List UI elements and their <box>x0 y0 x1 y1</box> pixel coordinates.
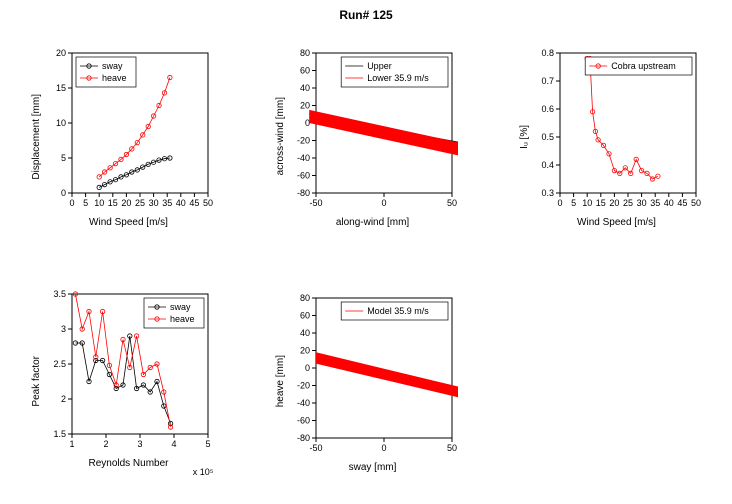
panel-across-along: across-wind [mm]-50050-80-60-40-20020406… <box>252 24 480 249</box>
svg-text:0: 0 <box>557 198 562 208</box>
svg-text:0: 0 <box>381 198 386 208</box>
svg-text:15: 15 <box>595 198 605 208</box>
svg-text:35: 35 <box>650 198 660 208</box>
y-axis-label: Iᵤ [%] <box>519 125 530 149</box>
svg-text:20: 20 <box>299 101 309 111</box>
svg-text:Cobra upstream: Cobra upstream <box>611 61 676 71</box>
panel-displacement: Displacement [mm]05101520253035404550051… <box>8 24 236 249</box>
panel-iu: Iᵤ [%] 05 1015 2025 30 3540 4550 0.3 0.4 0.5 0.6 0.… <box>496 24 724 249</box>
x-axis-label: sway [mm] <box>349 462 397 473</box>
svg-text:2.5: 2.5 <box>53 359 66 369</box>
x-axis-expo: x 10⁵ <box>44 467 214 477</box>
svg-text:-60: -60 <box>296 416 309 426</box>
svg-text:0.5: 0.5 <box>541 132 554 142</box>
svg-text:3: 3 <box>60 324 65 334</box>
svg-text:-80: -80 <box>296 188 309 198</box>
x-axis-label: along-wind [mm] <box>336 217 409 228</box>
svg-text:15: 15 <box>55 83 65 93</box>
svg-text:25: 25 <box>134 198 144 208</box>
svg-text:-80: -80 <box>296 433 309 443</box>
svg-text:4: 4 <box>171 439 176 449</box>
svg-text:-40: -40 <box>296 153 309 163</box>
svg-text:-20: -20 <box>296 136 309 146</box>
svg-text:1.5: 1.5 <box>53 429 66 439</box>
svg-text:30: 30 <box>636 198 646 208</box>
svg-text:0: 0 <box>304 363 309 373</box>
svg-text:Upper: Upper <box>367 61 392 71</box>
svg-text:10: 10 <box>94 198 104 208</box>
svg-text:20: 20 <box>55 48 65 58</box>
y-axis-label: heave [mm] <box>275 355 286 407</box>
svg-text:0.3: 0.3 <box>541 188 554 198</box>
svg-text:heave: heave <box>170 314 195 324</box>
svg-text:45: 45 <box>677 198 687 208</box>
svg-text:5: 5 <box>571 198 576 208</box>
plot-svg: 05 1015 2025 30 3540 4550 0.3 0.4 0.5 0.6 0.7 0.8 Co… <box>532 45 702 215</box>
panel-peakfactor: Peak factor123451.522.533.5swayheaveReyn… <box>8 269 236 494</box>
svg-text:2: 2 <box>103 439 108 449</box>
plot-svg: 0510152025303540455005101520swayheave <box>44 45 214 215</box>
svg-text:-50: -50 <box>309 443 322 453</box>
svg-text:5: 5 <box>60 153 65 163</box>
svg-text:2: 2 <box>60 394 65 404</box>
svg-text:20: 20 <box>121 198 131 208</box>
panel-empty <box>496 269 724 494</box>
plot-svg: -50 0 50 -80 -60 -40 -20 0 20 40 60 80 Model 35.9 m/… <box>288 290 458 460</box>
svg-text:-40: -40 <box>296 398 309 408</box>
svg-text:15: 15 <box>107 198 117 208</box>
y-axis-label: across-wind [mm] <box>275 97 286 175</box>
svg-text:0: 0 <box>69 198 74 208</box>
svg-text:10: 10 <box>55 118 65 128</box>
svg-text:0: 0 <box>60 188 65 198</box>
svg-text:45: 45 <box>189 198 199 208</box>
svg-text:1: 1 <box>69 439 74 449</box>
plot-svg: -50050-80-60-40-20020406080UpperLower 35… <box>288 45 458 215</box>
svg-text:40: 40 <box>299 83 309 93</box>
svg-text:0.6: 0.6 <box>541 104 554 114</box>
y-axis-label: Displacement [mm] <box>31 94 42 180</box>
svg-text:heave: heave <box>102 73 127 83</box>
x-axis-label: Wind Speed [m/s] <box>577 217 656 228</box>
svg-text:35: 35 <box>162 198 172 208</box>
svg-text:5: 5 <box>205 439 210 449</box>
svg-text:25: 25 <box>622 198 632 208</box>
svg-text:20: 20 <box>609 198 619 208</box>
svg-text:80: 80 <box>299 48 309 58</box>
svg-text:0.4: 0.4 <box>541 160 554 170</box>
svg-text:50: 50 <box>446 443 456 453</box>
svg-text:5: 5 <box>83 198 88 208</box>
x-axis-label: Wind Speed [m/s] <box>89 217 168 228</box>
svg-text:3.5: 3.5 <box>53 289 66 299</box>
svg-text:40: 40 <box>175 198 185 208</box>
svg-text:30: 30 <box>148 198 158 208</box>
svg-text:60: 60 <box>299 66 309 76</box>
panel-heave-sway: heave [mm] -50 0 50 -80 -60 -40 -20 0 20 40 60 80 Mod… <box>252 269 480 494</box>
svg-text:-50: -50 <box>309 198 322 208</box>
svg-text:10: 10 <box>582 198 592 208</box>
y-axis-label: Peak factor <box>31 356 42 407</box>
svg-text:sway: sway <box>170 302 191 312</box>
svg-text:Lower 35.9 m/s: Lower 35.9 m/s <box>367 73 429 83</box>
svg-text:0: 0 <box>381 443 386 453</box>
svg-text:60: 60 <box>299 311 309 321</box>
plot-svg: 1 2 3 4 5 1.5 2 2.5 3 3.5 sway heave <box>44 286 214 456</box>
svg-text:0.7: 0.7 <box>541 76 554 86</box>
svg-text:40: 40 <box>663 198 673 208</box>
svg-text:20: 20 <box>299 346 309 356</box>
svg-text:0.8: 0.8 <box>541 48 554 58</box>
chart-grid: Displacement [mm]05101520253035404550051… <box>8 24 724 494</box>
run-title: Run# 125 <box>8 8 724 22</box>
svg-text:Model 35.9 m/s: Model 35.9 m/s <box>367 306 429 316</box>
svg-text:50: 50 <box>690 198 700 208</box>
svg-text:-60: -60 <box>296 171 309 181</box>
svg-text:40: 40 <box>299 328 309 338</box>
svg-text:50: 50 <box>446 198 456 208</box>
svg-text:sway: sway <box>102 61 123 71</box>
svg-text:50: 50 <box>202 198 212 208</box>
svg-text:80: 80 <box>299 293 309 303</box>
svg-text:-20: -20 <box>296 381 309 391</box>
svg-text:3: 3 <box>137 439 142 449</box>
